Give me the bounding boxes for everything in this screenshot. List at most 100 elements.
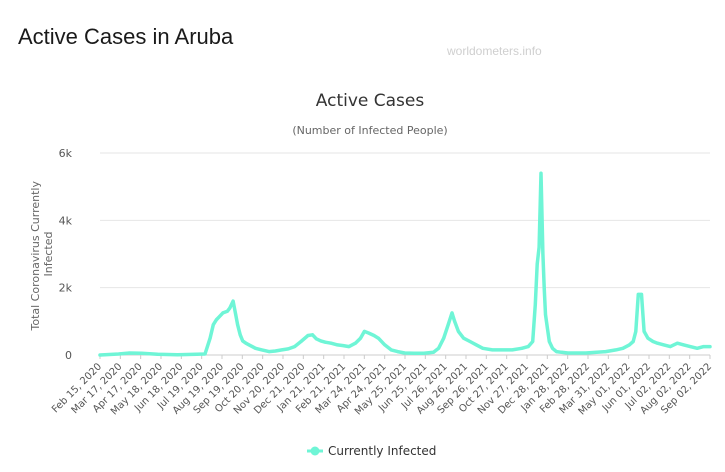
data-point[interactable] xyxy=(396,350,400,354)
data-point[interactable] xyxy=(319,339,323,343)
data-point[interactable] xyxy=(510,348,514,352)
data-point[interactable] xyxy=(238,333,242,337)
data-point[interactable] xyxy=(175,353,179,357)
data-point[interactable] xyxy=(646,336,650,340)
legend[interactable]: Currently Infected xyxy=(307,444,436,458)
data-point[interactable] xyxy=(247,343,251,347)
data-point[interactable] xyxy=(362,329,366,333)
data-point[interactable] xyxy=(442,336,446,340)
data-point[interactable] xyxy=(537,245,541,249)
data-point[interactable] xyxy=(551,346,555,350)
data-point[interactable] xyxy=(293,345,297,349)
data-point[interactable] xyxy=(501,348,505,352)
data-point[interactable] xyxy=(403,351,407,355)
data-point[interactable] xyxy=(595,350,599,354)
data-point[interactable] xyxy=(241,339,245,343)
data-point[interactable] xyxy=(474,343,478,347)
data-point[interactable] xyxy=(695,346,699,350)
data-point[interactable] xyxy=(228,306,232,310)
data-point[interactable] xyxy=(329,341,333,345)
data-point[interactable] xyxy=(456,329,460,333)
data-point[interactable] xyxy=(621,346,625,350)
data-point[interactable] xyxy=(231,299,235,303)
data-point[interactable] xyxy=(376,336,380,340)
data-point[interactable] xyxy=(422,351,426,355)
data-point[interactable] xyxy=(236,323,240,327)
data-point[interactable] xyxy=(341,344,345,348)
data-point[interactable] xyxy=(195,352,199,356)
data-point[interactable] xyxy=(531,340,535,344)
data-point[interactable] xyxy=(545,326,549,330)
data-point[interactable] xyxy=(547,340,551,344)
data-point[interactable] xyxy=(543,313,547,317)
data-point[interactable] xyxy=(299,340,303,344)
data-point[interactable] xyxy=(359,336,363,340)
data-point[interactable] xyxy=(286,347,290,351)
data-point[interactable] xyxy=(634,329,638,333)
data-point[interactable] xyxy=(526,345,530,349)
data-point[interactable] xyxy=(604,350,608,354)
data-point[interactable] xyxy=(353,341,357,345)
data-point[interactable] xyxy=(539,171,543,175)
data-point[interactable] xyxy=(244,341,248,345)
data-point[interactable] xyxy=(584,351,588,355)
data-point[interactable] xyxy=(306,333,310,337)
data-point[interactable] xyxy=(468,340,472,344)
data-point[interactable] xyxy=(367,331,371,335)
data-point[interactable] xyxy=(140,351,144,355)
data-point[interactable] xyxy=(446,323,450,327)
data-point[interactable] xyxy=(221,311,225,315)
data-point[interactable] xyxy=(614,348,618,352)
series-line-currently-infected[interactable] xyxy=(98,171,712,357)
data-point[interactable] xyxy=(450,311,454,315)
data-point[interactable] xyxy=(636,292,640,296)
data-point[interactable] xyxy=(453,319,457,323)
data-point[interactable] xyxy=(575,351,579,355)
data-point[interactable] xyxy=(267,350,271,354)
data-point[interactable] xyxy=(412,351,416,355)
data-point[interactable] xyxy=(708,345,712,349)
data-point[interactable] xyxy=(437,346,441,350)
data-point[interactable] xyxy=(651,340,655,344)
legend-label[interactable]: Currently Infected xyxy=(328,444,436,458)
data-point[interactable] xyxy=(323,340,327,344)
data-point[interactable] xyxy=(260,348,264,352)
data-point[interactable] xyxy=(490,348,494,352)
data-point[interactable] xyxy=(535,262,539,266)
data-point[interactable] xyxy=(541,252,545,256)
data-point[interactable] xyxy=(254,346,258,350)
data-point[interactable] xyxy=(642,329,646,333)
data-point[interactable] xyxy=(208,336,212,340)
data-point[interactable] xyxy=(688,345,692,349)
data-point[interactable] xyxy=(481,346,485,350)
data-point[interactable] xyxy=(383,343,387,347)
data-point[interactable] xyxy=(203,352,207,356)
data-point[interactable] xyxy=(702,345,706,349)
data-point[interactable] xyxy=(560,350,564,354)
data-point[interactable] xyxy=(347,345,351,349)
data-point[interactable] xyxy=(280,348,284,352)
data-point[interactable] xyxy=(225,309,229,313)
data-point[interactable] xyxy=(214,318,218,322)
data-point[interactable] xyxy=(311,333,315,337)
data-point[interactable] xyxy=(211,323,215,327)
data-point[interactable] xyxy=(566,351,570,355)
data-point[interactable] xyxy=(273,349,277,353)
data-point[interactable] xyxy=(627,343,631,347)
data-point[interactable] xyxy=(218,314,222,318)
data-point[interactable] xyxy=(431,350,435,354)
data-point[interactable] xyxy=(372,333,376,337)
data-point[interactable] xyxy=(533,303,537,306)
data-point[interactable] xyxy=(542,286,546,290)
data-point[interactable] xyxy=(520,346,524,350)
data-point[interactable] xyxy=(335,343,339,347)
data-point[interactable] xyxy=(156,352,160,356)
data-point[interactable] xyxy=(98,353,102,357)
data-point[interactable] xyxy=(234,313,238,317)
data-point[interactable] xyxy=(314,337,318,341)
data-point[interactable] xyxy=(675,341,679,345)
data-point[interactable] xyxy=(127,351,131,355)
data-point[interactable] xyxy=(631,340,635,344)
data-point[interactable] xyxy=(640,292,644,296)
data-point[interactable] xyxy=(662,343,666,347)
